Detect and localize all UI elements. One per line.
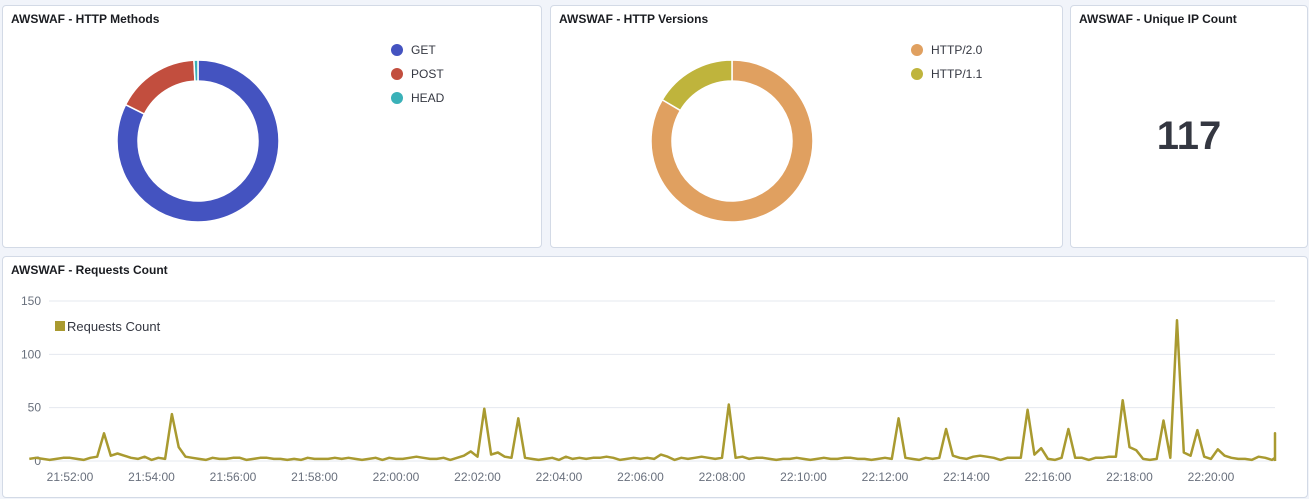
legend-dot-icon xyxy=(391,44,403,56)
x-tick-label: 22:16:00 xyxy=(1025,470,1072,484)
slice-http-1-1[interactable] xyxy=(661,59,733,112)
x-tick-label: 22:10:00 xyxy=(780,470,827,484)
legend-dot-icon xyxy=(911,68,923,80)
x-tick-label: 22:20:00 xyxy=(1188,470,1235,484)
requests-count-panel: AWSWAF - Requests Count 0 50 100 150 21:52:0… xyxy=(2,256,1308,498)
http-versions-legend: HTTP/2.0 HTTP/1.1 xyxy=(911,38,982,86)
x-tick-label: 22:00:00 xyxy=(373,470,420,484)
y-tick-label: 0 xyxy=(34,454,41,468)
http-versions-panel: AWSWAF - HTTP Versions HTTP/2.0 HTTP/1.1 xyxy=(550,5,1063,248)
legend-dot-icon xyxy=(911,44,923,56)
y-tick-label: 50 xyxy=(28,401,42,415)
slice-http-2-0[interactable] xyxy=(650,59,814,223)
legend-dot-icon xyxy=(391,92,403,104)
legend-item[interactable]: POST xyxy=(391,62,444,86)
http-versions-donut xyxy=(650,59,814,223)
y-tick-label: 100 xyxy=(21,347,41,361)
http-methods-donut xyxy=(116,59,280,223)
legend-label: POST xyxy=(411,67,444,81)
legend-item[interactable]: HTTP/1.1 xyxy=(911,62,982,86)
legend-item[interactable]: HTTP/2.0 xyxy=(911,38,982,62)
x-tick-label: 21:52:00 xyxy=(47,470,94,484)
x-tick-label: 22:08:00 xyxy=(699,470,746,484)
legend-label: GET xyxy=(411,43,436,57)
x-tick-label: 22:18:00 xyxy=(1106,470,1153,484)
slice-post[interactable] xyxy=(124,59,196,116)
legend-item[interactable]: HEAD xyxy=(391,86,444,110)
legend-label: HTTP/1.1 xyxy=(931,67,983,81)
slice-head[interactable] xyxy=(193,59,199,82)
x-tick-label: 21:56:00 xyxy=(210,470,257,484)
legend-item[interactable]: GET xyxy=(391,38,444,62)
panel-title: AWSWAF - HTTP Methods xyxy=(11,12,160,26)
x-tick-label: 21:54:00 xyxy=(128,470,175,484)
unique-ip-panel: AWSWAF - Unique IP Count 117 xyxy=(1070,5,1308,248)
legend-label: HTTP/2.0 xyxy=(931,43,983,57)
legend-label: HEAD xyxy=(411,91,445,105)
x-tick-label: 22:02:00 xyxy=(454,470,501,484)
x-tick-label: 22:12:00 xyxy=(862,470,909,484)
panel-title: AWSWAF - Requests Count xyxy=(11,263,168,277)
legend-swatch-icon xyxy=(55,321,65,331)
unique-ip-value: 117 xyxy=(1156,114,1222,158)
y-tick-label: 150 xyxy=(21,294,41,308)
slice-get[interactable] xyxy=(116,59,280,223)
http-methods-panel: AWSWAF - HTTP Methods GET POST HEAD xyxy=(2,5,542,248)
x-tick-label: 22:04:00 xyxy=(536,470,583,484)
x-tick-label: 22:14:00 xyxy=(943,470,990,484)
panel-title: AWSWAF - Unique IP Count xyxy=(1079,12,1237,26)
legend-label[interactable]: Requests Count xyxy=(67,319,161,334)
panel-title: AWSWAF - HTTP Versions xyxy=(559,12,709,26)
series-line-requests-count[interactable] xyxy=(29,318,1277,462)
x-tick-label: 21:58:00 xyxy=(291,470,338,484)
http-methods-legend: GET POST HEAD xyxy=(391,38,444,110)
requests-line-chart: 0 50 100 150 21:52:00 21:54:00 21:56:00 21:58:0… xyxy=(21,294,1277,484)
x-tick-label: 22:06:00 xyxy=(617,470,664,484)
legend-dot-icon xyxy=(391,68,403,80)
